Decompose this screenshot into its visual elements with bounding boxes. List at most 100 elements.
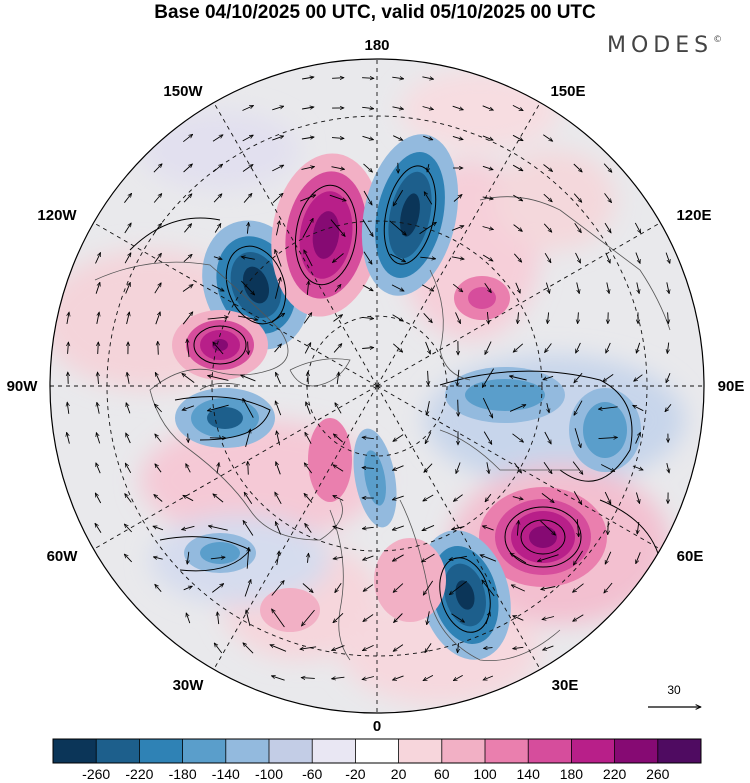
wind-vector-arrow (243, 398, 254, 418)
wind-vector-arrow (304, 463, 313, 474)
wind-vector-arrow (512, 496, 523, 500)
wind-vector-arrow (514, 462, 522, 473)
wind-vector-arrow (541, 493, 554, 502)
map-disc (50, 59, 704, 713)
wind-vector-arrow (274, 277, 280, 299)
wind-vector-arrow (214, 224, 221, 233)
wind-vector-arrow (154, 253, 162, 264)
wind-vector-arrow (153, 194, 162, 203)
lon-label-150e: 150E (550, 83, 585, 100)
wind-vector-arrow (547, 312, 548, 323)
wind-vector-arrow (544, 431, 551, 444)
lon-label-180: 180 (364, 37, 389, 54)
anomaly-cores (172, 134, 641, 660)
wind-vector-arrow (125, 494, 132, 503)
wind-vector-arrow (154, 404, 163, 413)
reference-vector-label: 30 (667, 683, 681, 697)
wind-vector-arrow (308, 553, 309, 563)
colorbar-swatch (96, 739, 140, 763)
wind-vector-arrow (598, 406, 618, 409)
wind-vector-arrow (67, 312, 69, 324)
wind-vector-arrow (241, 375, 256, 382)
wind-vector-arrow (303, 313, 312, 324)
wind-vector-arrow (572, 461, 583, 475)
wind-vector-arrow (363, 614, 374, 622)
wind-vector-arrow (422, 77, 433, 79)
wind-vector-arrow (362, 284, 373, 291)
wind-vector-arrow (607, 282, 609, 294)
wind-vector-arrow (362, 107, 374, 108)
colorbar-tick-label: 140 (517, 766, 541, 782)
wind-vector-arrow (509, 404, 526, 412)
wind-vector-arrow (332, 677, 345, 679)
wind-vector-arrow (513, 647, 524, 648)
colorbar-tick-label: 260 (646, 766, 670, 782)
colorbar-swatch (269, 739, 313, 763)
longitude-labels: 180 0 90W 90E 150W 120W 150E 120E 60W 30… (7, 37, 745, 735)
wind-vector-arrow (543, 462, 552, 473)
wind-vector-arrow (97, 312, 99, 324)
wind-vector-arrow (213, 342, 224, 355)
wind-vector-arrow (667, 462, 669, 473)
wind-vector-arrow (153, 164, 162, 173)
wind-vector-arrow (513, 224, 523, 232)
graticule (50, 60, 704, 712)
wind-vector-arrow (604, 491, 612, 504)
wind-vector-arrow (272, 106, 283, 111)
wind-vector-arrow (125, 463, 132, 474)
wind-vector-arrow (392, 554, 404, 561)
wind-vector-arrow (362, 78, 374, 79)
wind-vector-arrow (213, 194, 222, 203)
wind-vector-arrow (543, 164, 553, 172)
wind-vector-arrow (512, 164, 523, 171)
wind-vector-arrow (667, 342, 668, 354)
wind-vector-arrow (332, 78, 344, 79)
wind-vector-arrow (301, 167, 315, 170)
wind-vector-arrow (363, 251, 372, 264)
lon-label-60w: 60W (47, 548, 79, 565)
wind-vector-arrow (363, 190, 372, 205)
wind-vector-arrow (573, 550, 583, 565)
lon-label-120w: 120W (37, 207, 77, 224)
wind-vector-arrow (482, 368, 494, 388)
wind-vector-arrow (362, 527, 374, 528)
colorbar-swatch (355, 739, 400, 763)
wind-vector-arrow (155, 434, 162, 443)
wind-vector-arrow (574, 372, 583, 383)
colorbar-swatch (485, 739, 529, 763)
wind-vector-arrow (480, 555, 497, 562)
wind-vector-arrow (183, 254, 192, 263)
wind-vector-arrow (302, 107, 314, 109)
lon-label-120e: 120E (676, 207, 711, 224)
wind-vector-arrow (513, 253, 521, 262)
wind-vector-arrow (331, 166, 345, 170)
wind-vector-arrow (449, 555, 467, 559)
wind-vector-arrow (604, 193, 612, 202)
wind-vector-arrow (95, 523, 102, 534)
wind-vector-arrow (518, 312, 519, 323)
wind-vector-arrow (306, 402, 311, 415)
brand-mark: © (713, 35, 723, 45)
wind-vector-arrow (246, 610, 251, 627)
wind-vector-arrow (482, 135, 493, 140)
lon-label-30e: 30E (552, 677, 579, 694)
colorbar-tick-label: -100 (255, 766, 283, 782)
wind-vector-arrow (308, 372, 309, 385)
wind-vector-arrow (274, 344, 282, 353)
wind-vector-arrow (422, 524, 435, 532)
wind-vector-arrow (394, 613, 403, 623)
wind-vector-arrow (515, 282, 520, 293)
wind-vector-arrow (332, 645, 345, 651)
wind-vector-arrow (333, 557, 343, 559)
wind-vector-arrow (271, 581, 284, 596)
colorbar-swatch (225, 739, 270, 763)
wind-vector-arrow (301, 678, 315, 679)
wind-vector-arrow (182, 373, 195, 383)
wind-vector-arrow (330, 219, 345, 237)
wind-vector-arrow (207, 404, 229, 411)
wind-vector-arrow (574, 428, 581, 447)
wind-vector-arrow (187, 339, 189, 358)
wind-vector-arrow (632, 465, 643, 470)
wind-vector-arrow (182, 405, 195, 410)
wind-vector-arrow (487, 311, 488, 324)
